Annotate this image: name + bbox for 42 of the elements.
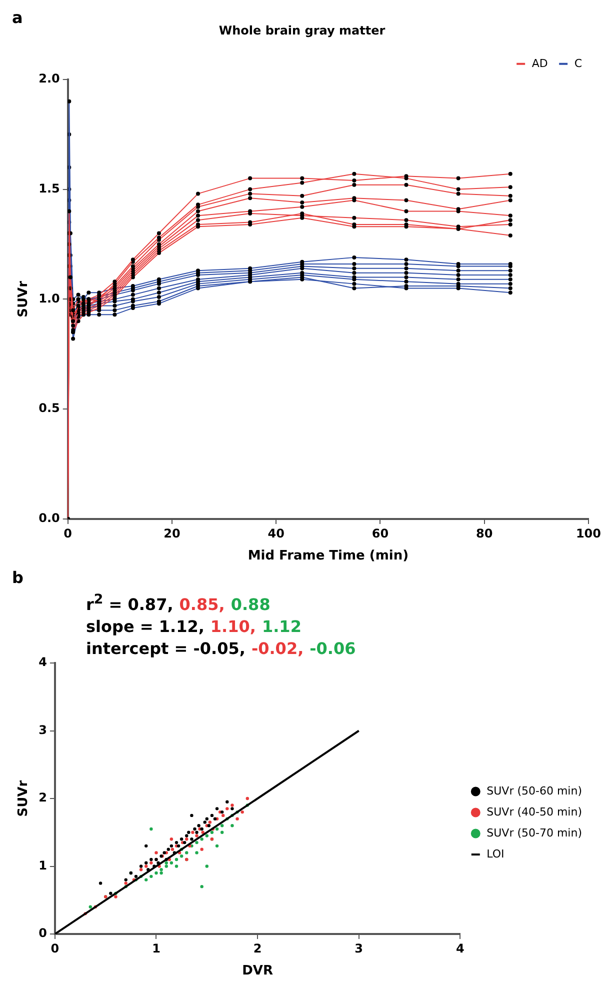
y-axis-title: SUVr [16, 280, 32, 318]
text: slope = 1.12, [86, 617, 204, 636]
y-tick-label: 0.5 [38, 401, 60, 416]
x-tick-label: 0 [64, 526, 72, 540]
x-tick-label: 20 [164, 526, 180, 540]
text: 1.10, [210, 617, 256, 636]
x-axis-title: Mid Frame Time (min) [248, 548, 409, 564]
y-tick-label: 4 [38, 655, 47, 670]
text: r$^{2}$ = 0.87, [86, 593, 174, 614]
y-tick-label: 2 [38, 790, 47, 805]
y-tick-label: 0.0 [38, 511, 60, 526]
x-tick-label: 60 [372, 526, 389, 540]
x-axis-title: DVR [242, 964, 273, 979]
legend-label: LOI [486, 847, 504, 860]
text: 1.12 [262, 617, 302, 636]
y-tick-label: 0 [38, 926, 47, 940]
text: b [12, 568, 24, 587]
x-tick-label: 40 [268, 526, 284, 540]
y-tick-label: 1 [38, 858, 47, 872]
chart-title: Whole brain gray matter [218, 23, 386, 38]
text: -0.02, [251, 639, 304, 658]
legend-label: C [574, 56, 582, 70]
x-tick-label: 1 [152, 941, 160, 956]
text: 0.85, [179, 595, 225, 614]
y-tick-label: 1.5 [38, 181, 60, 196]
x-tick-label: 4 [456, 941, 464, 956]
legend-label: AD [532, 56, 548, 70]
x-tick-label: 100 [576, 526, 602, 540]
x-tick-label: 80 [476, 526, 493, 540]
y-tick-label: 3 [38, 722, 47, 737]
y-tick-label: 2.0 [38, 72, 60, 86]
legend-label: SUVr (40-50 min) [486, 805, 582, 818]
y-axis-title: SUVr [16, 780, 32, 817]
text: intercept = -0.05, [86, 639, 246, 658]
legend-label: SUVr (50-70 min) [486, 826, 582, 840]
text: -0.06 [310, 639, 356, 658]
legend-label: SUVr (50-60 min) [486, 784, 582, 798]
text: 0.88 [230, 595, 270, 614]
x-tick-label: 3 [354, 941, 364, 956]
x-tick-label: 2 [253, 941, 262, 956]
y-tick-label: 1.0 [38, 291, 60, 306]
text: a [12, 8, 23, 27]
